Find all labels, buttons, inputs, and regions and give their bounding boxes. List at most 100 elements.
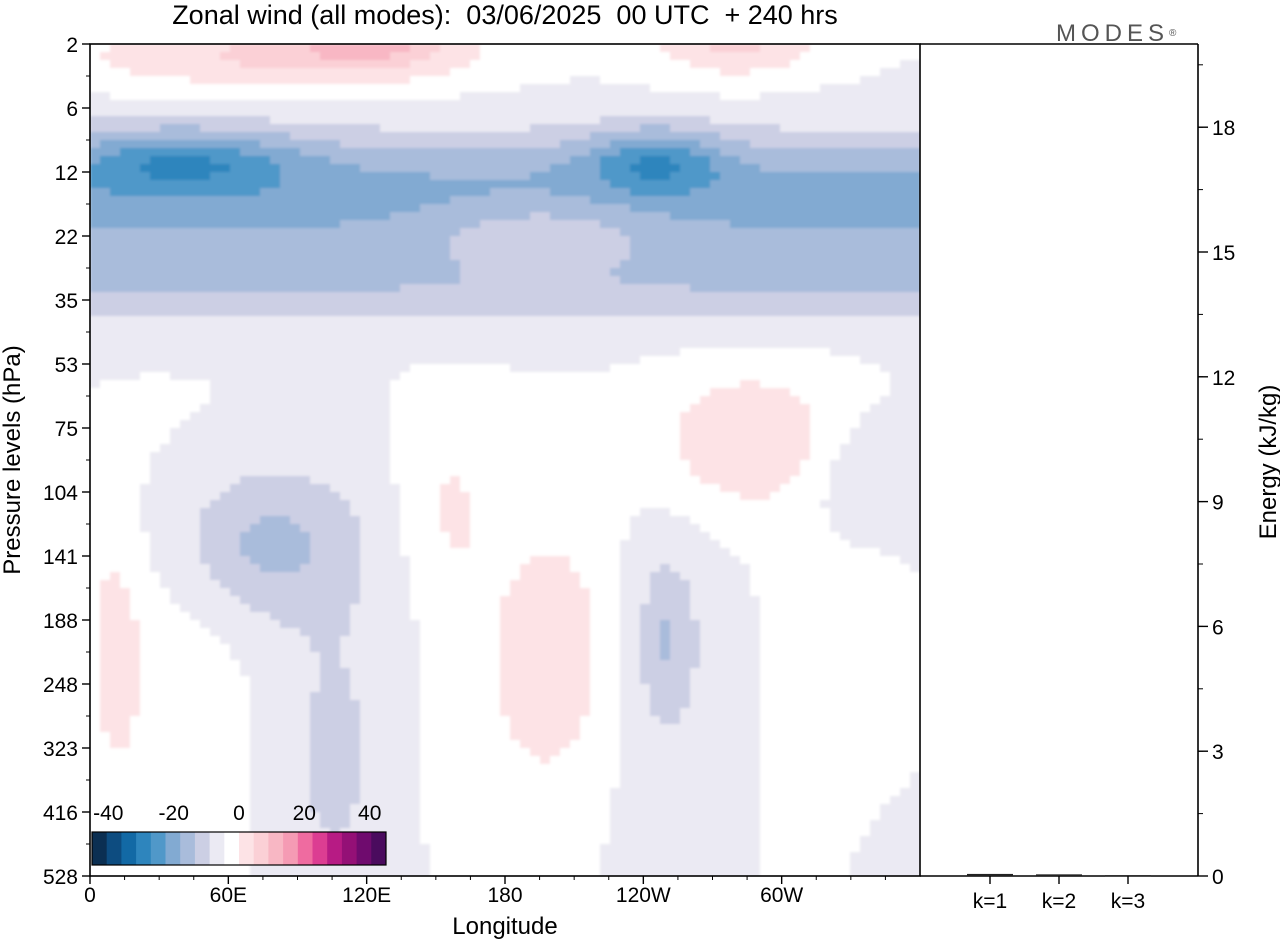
heatmap-cell [590, 428, 601, 437]
heatmap-cell [910, 428, 920, 437]
heatmap-cell [720, 460, 731, 469]
heatmap-cell [450, 220, 461, 229]
heatmap-cell [380, 452, 391, 461]
heatmap-cell [400, 228, 411, 237]
heatmap-cell [560, 364, 571, 373]
heatmap-cell [550, 396, 561, 405]
heatmap-cell [270, 500, 281, 509]
heatmap-cell [200, 452, 211, 461]
heatmap-cell [250, 364, 261, 373]
heatmap-cell [380, 268, 391, 277]
heatmap-cell [300, 508, 311, 517]
heatmap-cell [380, 108, 391, 117]
heatmap-cell [180, 380, 191, 389]
heatmap-cell [870, 388, 881, 397]
heatmap-cell [220, 316, 231, 325]
heatmap-cell [830, 364, 841, 373]
heatmap-cell [120, 252, 131, 261]
heatmap-cell [850, 428, 861, 437]
heatmap-cell [890, 500, 901, 509]
heatmap-cell [360, 268, 371, 277]
heatmap-cell [440, 468, 451, 477]
heatmap-cell [370, 108, 381, 117]
heatmap-cell [630, 180, 641, 189]
heatmap-cell [310, 364, 321, 373]
heatmap-cell [670, 412, 681, 421]
heatmap-cell [90, 76, 101, 85]
heatmap-cell [470, 52, 481, 61]
heatmap-cell [200, 228, 211, 237]
heatmap-cell [250, 276, 261, 285]
heatmap-cell [850, 332, 861, 341]
heatmap-cell [210, 332, 221, 341]
heatmap-cell [490, 204, 501, 213]
heatmap-cell [430, 84, 441, 93]
heatmap-cell [590, 476, 601, 485]
heatmap-cell [760, 68, 771, 77]
heatmap-cell [660, 364, 671, 373]
heatmap-cell [230, 44, 241, 53]
heatmap-cell [120, 492, 131, 501]
heatmap-cell [670, 244, 681, 253]
heatmap-cell [280, 156, 291, 165]
heatmap-cell [360, 476, 371, 485]
heatmap-cell [420, 68, 431, 77]
heatmap-cell [630, 204, 641, 213]
heatmap-cell [670, 364, 681, 373]
heatmap-cell [590, 324, 601, 333]
heatmap-cell [580, 276, 591, 285]
heatmap-cell [130, 108, 141, 117]
heatmap-cell [340, 276, 351, 285]
heatmap-cell [800, 284, 811, 293]
heatmap-cell [100, 148, 111, 157]
heatmap-cell [390, 220, 401, 229]
heatmap-cell [220, 340, 231, 349]
heatmap-cell [230, 268, 241, 277]
heatmap-cell [370, 172, 381, 181]
heatmap-cell [710, 340, 721, 349]
heatmap-cell [680, 388, 691, 397]
heatmap-cell [810, 132, 821, 141]
heatmap-cell [110, 468, 121, 477]
heatmap-cell [500, 508, 511, 517]
heatmap-cell [550, 228, 561, 237]
heatmap-cell [140, 516, 151, 525]
heatmap-cell [550, 156, 561, 165]
heatmap-cell [290, 396, 301, 405]
heatmap-cell [670, 236, 681, 245]
heatmap-cell [280, 148, 291, 157]
heatmap-cell [320, 148, 331, 157]
heatmap-cell [690, 268, 701, 277]
heatmap-cell [110, 212, 121, 221]
heatmap-cell [150, 508, 161, 517]
heatmap-cell [490, 316, 501, 325]
heatmap-cell [620, 396, 631, 405]
heatmap-cell [340, 452, 351, 461]
heatmap-cell [280, 220, 291, 229]
heatmap-cell [870, 196, 881, 205]
heatmap-cell [780, 452, 791, 461]
heatmap-cell [200, 356, 211, 365]
heatmap-cell [240, 388, 251, 397]
heatmap-cell [840, 452, 851, 461]
heatmap-cell [680, 404, 691, 413]
heatmap-cell [390, 100, 401, 109]
heatmap-cell [780, 324, 791, 333]
heatmap-cell [770, 268, 781, 277]
heatmap-cell [490, 180, 501, 189]
heatmap-cell [340, 212, 351, 221]
heatmap-cell [620, 332, 631, 341]
heatmap-cell [550, 244, 561, 253]
heatmap-cell [510, 76, 521, 85]
heatmap-cell [610, 172, 621, 181]
heatmap-cell [830, 300, 841, 309]
heatmap-cell [120, 300, 131, 309]
heatmap-cell [730, 140, 741, 149]
heatmap-cell [480, 468, 491, 477]
heatmap-cell [520, 316, 531, 325]
heatmap-cell [300, 220, 311, 229]
heatmap-cell [360, 276, 371, 285]
heatmap-cell [870, 108, 881, 117]
heatmap-cell [160, 100, 171, 109]
heatmap-cell [180, 324, 191, 333]
